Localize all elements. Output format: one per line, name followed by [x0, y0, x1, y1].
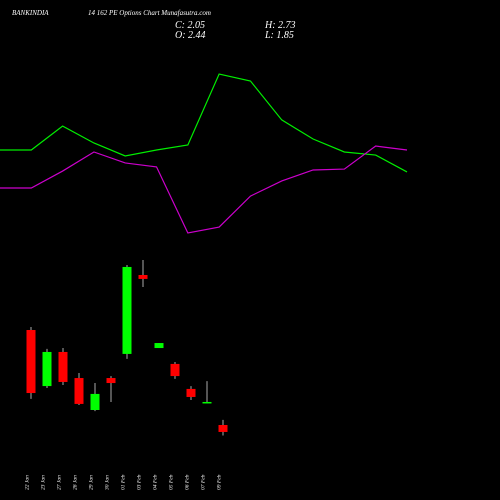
x-tick-label: 01 Feb — [120, 474, 126, 490]
candle-body — [122, 266, 132, 354]
candle-body — [186, 388, 196, 397]
candle-body — [26, 330, 36, 394]
line-series — [0, 145, 408, 234]
candle-body — [106, 378, 116, 384]
x-tick-label: 29 Jan — [88, 475, 94, 490]
x-tick-label: 07 Feb — [200, 474, 206, 490]
x-tick-label: 30 Jan — [104, 475, 110, 491]
x-tick-label: 06 Feb — [184, 474, 190, 490]
candle-body — [170, 363, 180, 377]
close-info: C: 2.05 — [175, 20, 205, 31]
open-info: O: 2.44 — [175, 30, 206, 41]
x-tick-label: 22 Jan — [24, 475, 30, 490]
candle-body — [90, 393, 100, 410]
candle-body — [74, 378, 84, 404]
chart-title: BANKINDIA — [12, 9, 49, 17]
x-tick-label: 28 Jan — [72, 475, 78, 490]
x-tick-label: 04 Feb — [151, 474, 158, 490]
x-tick-label: 27 Jan — [56, 475, 62, 490]
line-series — [0, 73, 408, 173]
candle-body — [138, 275, 148, 279]
x-tick-label: 09 Feb — [216, 474, 222, 490]
candle-body — [202, 401, 212, 404]
chart-subtitle: 14 162 PE Options Chart Munafasutra.com — [88, 9, 211, 17]
candle-body — [154, 343, 164, 349]
x-tick-label: 03 Feb — [136, 474, 142, 490]
high-info: H: 2.73 — [264, 20, 296, 31]
x-tick-label: 05 Feb — [168, 474, 174, 490]
x-tick-label: 23 Jan — [40, 475, 46, 490]
candle-body — [218, 425, 228, 432]
candle-body — [42, 351, 52, 387]
candle-body — [58, 351, 68, 382]
low-info: L: 1.85 — [264, 30, 294, 41]
